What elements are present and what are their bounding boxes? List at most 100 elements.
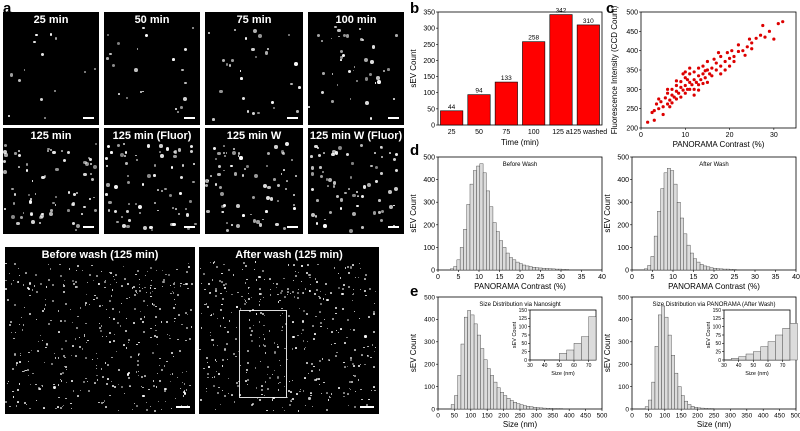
histogram-bar [503,395,508,410]
particle [98,322,100,325]
x-tick-label: 150 [676,413,687,420]
particle [286,180,289,182]
particle [66,382,68,384]
y-tick-label: 75 [521,333,527,339]
scatter-point [679,80,683,84]
particle [352,211,357,216]
particle [348,285,351,288]
scatter-point [696,83,701,87]
particle [17,153,22,158]
particle [109,332,112,335]
particle [364,278,366,280]
chart-title: After Wash [699,162,728,168]
particle [378,211,381,214]
particle [292,291,295,294]
particle [344,192,347,195]
particle [46,344,49,347]
particle [222,297,225,300]
particle [331,100,334,103]
particle [224,287,226,289]
y-tick-label: 100 [423,90,435,97]
particle [187,287,189,290]
scatter-point [703,76,707,80]
histogram-bar [528,266,533,271]
particle [258,304,261,306]
particle [273,282,275,285]
particle [116,41,121,46]
particle [185,270,188,273]
y-tick-label: 350 [423,10,435,17]
particle [72,193,76,197]
particle [94,382,96,384]
scatter-point [714,61,718,65]
particle [37,341,39,343]
particle [211,279,214,281]
y-tick-label: 300 [423,200,435,207]
particle [66,150,71,155]
particle [318,360,321,363]
particle [59,379,61,381]
particle [281,330,283,332]
particle [137,205,142,210]
particle [349,266,352,269]
histogram-bar [467,310,471,410]
particle [258,345,261,347]
histogram-bar [525,265,530,271]
histogram-bar [480,348,485,410]
particle [331,73,334,75]
scatter-point [730,49,734,53]
particle [313,379,316,381]
particle [362,185,367,189]
particle [347,69,351,73]
histogram-bar [716,268,720,271]
particle [185,389,188,391]
histogram-bar [696,261,701,271]
particle [77,264,79,267]
particle [98,283,100,285]
y-tick-label: 50 [521,341,527,347]
particle [306,362,309,365]
x-tick-label: 40 [792,274,800,281]
particle [247,350,249,353]
particle [33,40,37,44]
particle [203,367,205,370]
particle [287,264,290,266]
particle [363,346,365,349]
scatter-point [668,105,672,109]
particle [244,282,247,285]
particle [173,151,176,154]
particle [53,89,57,93]
particle [295,393,298,396]
particle [346,366,349,368]
particle [314,278,317,280]
particle [5,280,7,282]
particle [186,404,189,407]
particle [288,380,291,382]
particle [114,333,116,336]
particle [353,65,356,68]
particle [306,312,309,315]
particle [313,144,318,149]
particle [292,397,295,400]
histogram-bar [670,170,675,271]
particle [267,185,271,190]
particle [302,310,305,313]
particle [129,296,131,299]
particle [190,149,194,153]
histogram-bar [522,264,526,271]
x-tick-label: 50 [751,363,757,369]
particle [8,272,10,274]
particle [57,357,59,359]
particle [35,383,38,386]
particle [175,304,177,306]
particle [186,313,189,316]
x-tick-label: 10 [669,274,677,281]
particle [163,390,166,393]
particle [273,397,275,399]
particle [17,281,20,283]
particle [292,379,294,382]
particle [34,285,36,287]
particle [247,292,250,294]
particle [287,396,289,398]
histogram-bar [489,206,494,271]
